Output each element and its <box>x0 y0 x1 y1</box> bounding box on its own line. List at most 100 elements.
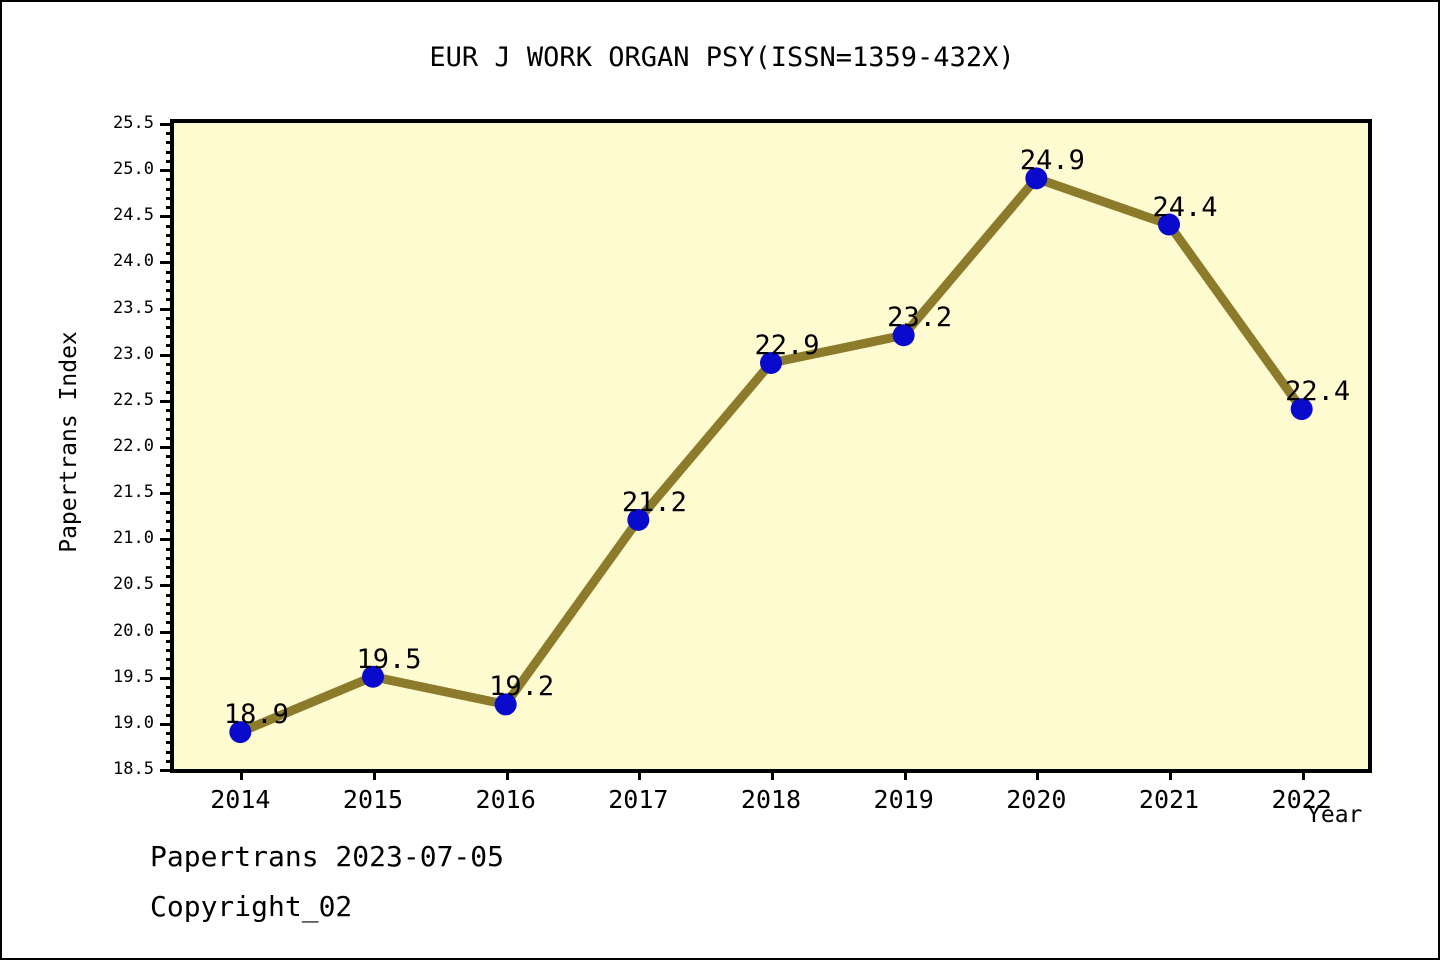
y-axis-tick-label: 23.5 <box>113 297 154 318</box>
y-axis-tick-minor <box>166 713 174 717</box>
y-axis-tick-minor <box>166 556 174 560</box>
y-axis-tick-minor <box>166 390 174 394</box>
y-axis-tick-minor <box>166 750 174 754</box>
footer-copyright: Copyright_02 <box>150 890 353 923</box>
x-axis-tick-label: 2020 <box>1006 785 1067 814</box>
y-axis-tick-minor <box>166 741 174 745</box>
y-axis-tick-minor <box>166 141 174 145</box>
x-axis-tick-label: 2015 <box>342 785 404 814</box>
page-title: EUR J WORK ORGAN PSY(ISSN=1359-432X) <box>429 42 1015 73</box>
y-axis-tick-minor <box>166 132 174 136</box>
y-axis-tick-minor <box>166 621 174 625</box>
y-axis-tick-minor <box>166 501 174 505</box>
y-axis-tick-major <box>160 446 174 449</box>
footer-source-date: Papertrans 2023-07-05 <box>150 840 505 873</box>
y-axis-tick-minor <box>166 547 174 551</box>
y-axis-tick-label: 19.0 <box>113 712 154 733</box>
y-axis-tick-minor <box>166 529 174 533</box>
y-axis-tick-minor <box>166 427 174 431</box>
data-point-marker[interactable] <box>1025 167 1048 190</box>
y-axis-tick-label: 24.5 <box>113 205 154 226</box>
y-axis-tick-major <box>160 123 174 126</box>
y-axis-tick-minor <box>166 418 174 422</box>
line-series-svg <box>229 167 1313 744</box>
y-axis-tick-major <box>160 169 174 173</box>
y-axis-tick-label: 20.0 <box>113 620 154 641</box>
x-axis-tick <box>1169 769 1172 780</box>
y-axis-tick-minor <box>166 409 174 413</box>
y-axis-tick-label: 22.5 <box>113 389 154 410</box>
y-axis-tick-minor <box>166 612 174 616</box>
x-axis-tick <box>1036 769 1040 780</box>
data-point-marker[interactable] <box>362 665 384 688</box>
y-axis-tick-label: 21.5 <box>113 482 154 503</box>
y-axis-tick-minor <box>166 658 174 662</box>
y-axis-tick-minor <box>166 732 174 736</box>
y-axis-tick-minor <box>166 381 174 385</box>
y-axis-tick-minor <box>166 159 174 163</box>
y-axis-tick-minor <box>166 510 174 514</box>
y-axis-tick-minor <box>166 695 174 699</box>
y-axis-tick-minor <box>166 298 174 302</box>
y-axis-tick-minor <box>166 464 174 468</box>
y-axis-tick-major <box>160 353 174 357</box>
y-axis-tick-minor <box>166 224 174 228</box>
y-axis-tick-minor <box>166 455 174 459</box>
y-axis-tick-minor <box>166 685 174 689</box>
y-axis-tick-minor <box>166 362 174 366</box>
y-axis-tick-minor <box>166 242 174 246</box>
x-axis-tick-label: 2019 <box>873 785 934 814</box>
x-axis-tick <box>373 769 376 780</box>
y-axis-tick-major <box>160 769 174 772</box>
y-axis-tick-minor <box>166 233 174 237</box>
y-axis-tick-label: 18.5 <box>113 759 154 779</box>
x-axis-tick <box>638 769 642 780</box>
y-axis-tick-minor <box>166 335 174 339</box>
data-point-marker[interactable] <box>1290 398 1313 421</box>
y-axis-tick-label: 25.0 <box>113 159 154 180</box>
y-axis-tick-minor <box>166 759 174 763</box>
plot-frame: 25.5 25.0 24.5 24.0 23.5 23.0 22.5 22.0 21.5 21.0… <box>113 113 1372 814</box>
y-axis-tick-major <box>160 261 174 265</box>
x-axis-tick <box>903 769 907 780</box>
y-axis-tick-major <box>160 676 174 680</box>
y-axis-tick-label: 25.5 <box>113 113 154 133</box>
y-axis-tick-minor <box>166 252 174 256</box>
y-axis-tick-minor <box>166 649 174 653</box>
y-axis-tick-minor <box>166 206 174 210</box>
x-axis-tick <box>771 769 774 780</box>
data-point-marker[interactable] <box>892 324 915 347</box>
x-axis-tick-label: 2014 <box>210 785 271 814</box>
y-axis-tick-minor <box>166 187 174 191</box>
data-point-marker[interactable] <box>229 721 252 744</box>
y-axis-title-label: Papertrans Index <box>56 331 82 553</box>
y-axis-tick-minor <box>166 279 174 283</box>
y-axis-tick-minor <box>166 565 174 569</box>
x-axis-tick-label: 2018 <box>740 785 802 814</box>
y-axis-tick-minor <box>166 436 174 440</box>
data-point-marker[interactable] <box>627 508 650 531</box>
y-axis-tick-minor <box>166 639 174 643</box>
data-point-marker[interactable] <box>1158 213 1180 236</box>
x-axis-tick-label: 2016 <box>475 785 536 814</box>
y-axis-tick-major <box>160 630 174 634</box>
data-point-marker[interactable] <box>760 351 782 374</box>
y-axis-tick-minor <box>166 575 174 579</box>
y-axis-tick-major <box>160 307 174 311</box>
y-axis-tick-minor <box>166 519 174 523</box>
y-axis-tick-major <box>160 538 174 542</box>
x-axis-tick <box>505 769 509 780</box>
y-axis-tick-label: 22.0 <box>113 436 154 456</box>
y-axis-tick-label: 21.0 <box>113 528 154 549</box>
y-axis-tick-major <box>160 584 174 588</box>
y-axis-title: Papertrans Index <box>54 119 84 765</box>
y-axis-tick-minor <box>166 704 174 708</box>
x-axis-tick <box>1301 769 1305 780</box>
y-axis-tick-major <box>160 215 174 219</box>
y-axis-tick-minor <box>166 289 174 293</box>
x-axis-title: Year <box>1307 802 1363 828</box>
y-axis-tick-minor <box>166 326 174 330</box>
series-line <box>235 173 1307 737</box>
data-point-marker[interactable] <box>494 693 517 716</box>
